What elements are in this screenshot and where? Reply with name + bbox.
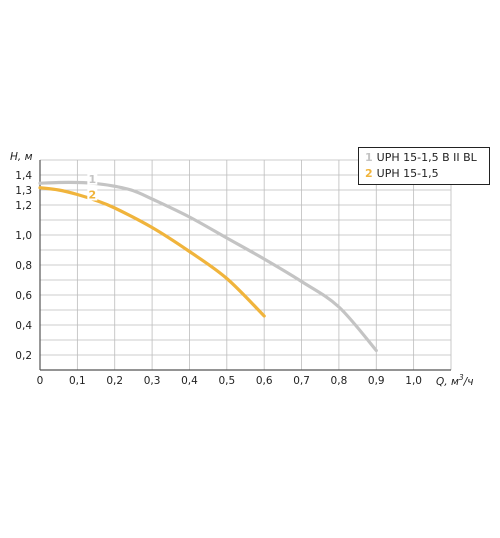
y-axis-label: H, м [10,151,33,163]
series-2-label-bg [87,188,98,201]
legend-series-1-label: UPH 15-1,5 B II BL [376,151,477,164]
series-2-line [38,186,266,318]
x-tick-label: 0 [37,375,44,387]
x-axis-label: Q, м3/ч [436,373,473,388]
chart-series: 12 [38,172,378,353]
y-tick-label: 0,8 [15,260,32,272]
x-tick-label: 0,9 [368,375,385,387]
chart-grid [40,159,452,370]
legend-item-series-1: 1 UPH 15-1,5 B II BL [365,150,489,166]
x-tick-label: 0,7 [293,375,310,387]
x-tick-label: 0,4 [181,375,198,387]
y-tick-label: 1,2 [15,200,32,212]
legend-series-2-number: 2 [365,167,373,180]
series-1-number-label: 1 [88,173,96,186]
x-tick-label: 0,3 [144,375,161,387]
y-tick-label: 0,4 [15,320,32,332]
legend-series-1-number: 1 [365,151,373,164]
series-2-number-label: 2 [88,189,96,202]
x-tick-label: 0,2 [106,375,123,387]
x-tick-label: 0,8 [331,375,348,387]
x-tick-label: 0,1 [69,375,86,387]
x-tick-label: 0,6 [256,375,273,387]
y-tick-label: 1,3 [15,185,32,197]
y-tick-label: 1,0 [15,230,32,242]
x-tick-label: 0,5 [218,375,235,387]
legend-item-series-2: 2 UPH 15-1,5 [365,166,489,182]
series-1-label-bg [87,172,98,185]
legend-series-2-label: UPH 15-1,5 [376,167,439,180]
chart-legend: 1 UPH 15-1,5 B II BL 2 UPH 15-1,5 [358,147,490,185]
chart-axes [39,160,451,371]
y-tick-label: 0,6 [15,290,32,302]
chart-tick-labels: 0 0,1 0,2 0,3 0,4 0,5 0,6 0,7 0,8 0,9 1,0 0,2 0,4 0,6… [15,170,422,387]
y-tick-label: 1,4 [15,170,32,182]
x-tick-label: 1,0 [405,375,422,387]
series-1-line [38,180,378,353]
y-tick-label: 0,2 [15,350,32,362]
